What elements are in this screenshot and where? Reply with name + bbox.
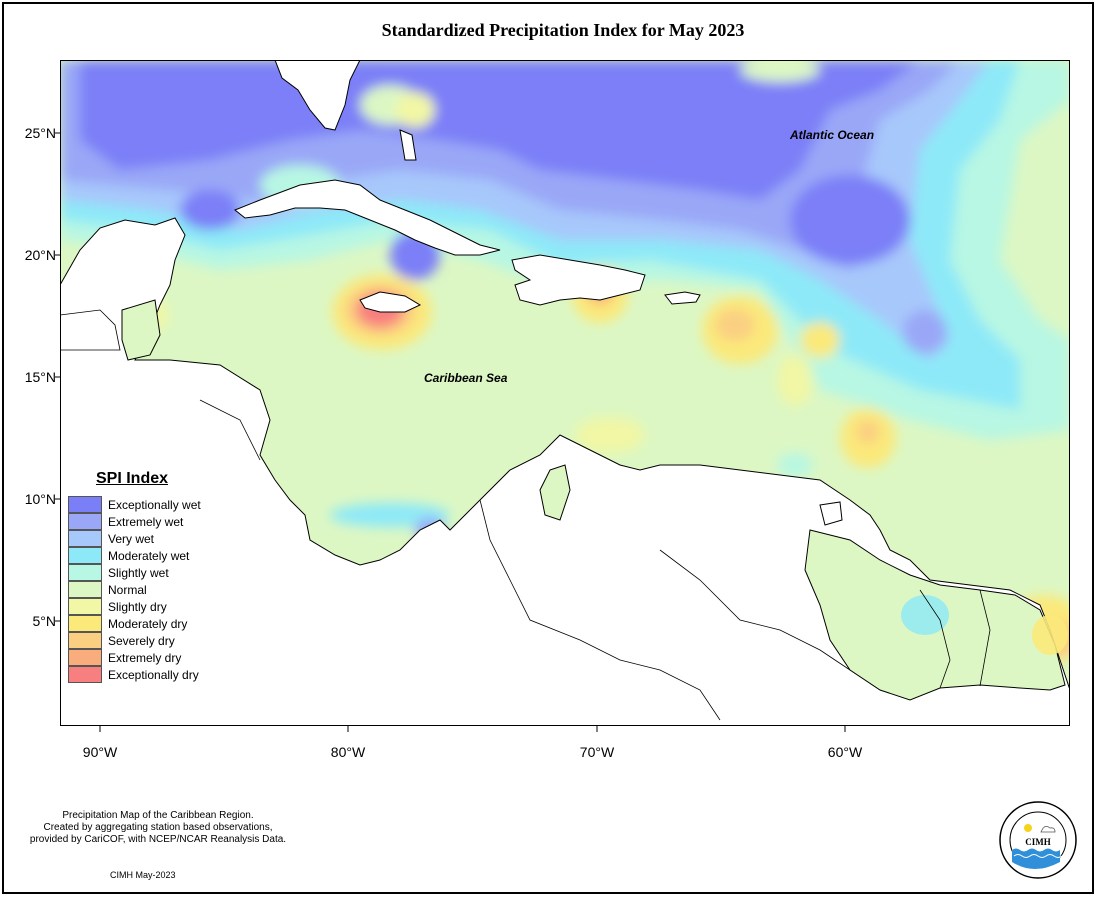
legend-swatch (68, 666, 102, 683)
legend-swatch (68, 513, 102, 530)
legend-swatch (68, 530, 102, 547)
legend-item: Extremely wet (68, 513, 201, 530)
legend-title: SPI Index (96, 470, 169, 487)
jamaica-land (359, 291, 422, 313)
legend-label: Very wet (108, 531, 155, 546)
legend-swatch (68, 581, 102, 598)
legend-item: Extremely dry (68, 649, 201, 666)
legend-item: Slightly dry (68, 598, 201, 615)
legend-item: Moderately dry (68, 615, 201, 632)
logo-text: CIMH (1025, 837, 1051, 847)
spi-legend: SPI Index Exceptionally wet Extremely wet… (68, 470, 201, 683)
legend-item: Normal (68, 581, 201, 598)
lon-label-90: 90°W (82, 744, 118, 760)
map-title: Standardized Precipitation Index for May… (381, 20, 745, 40)
legend-swatch (68, 598, 102, 615)
borders (60, 309, 991, 721)
cimh-logo: CIMH (998, 800, 1078, 880)
florida-land (274, 60, 361, 131)
legend-label: Slightly wet (108, 565, 169, 580)
legend-swatch (68, 564, 102, 581)
cimh-logo-icon: CIMH (999, 801, 1077, 879)
caribbean-sea-label: Caribbean Sea (424, 371, 508, 385)
credit-line-1: Precipitation Map of the Caribbean Regio… (62, 810, 254, 821)
legend-label: Exceptionally wet (108, 497, 201, 512)
spi-map (60, 60, 1070, 726)
water-icon (1012, 848, 1060, 869)
puerto-rico-land (664, 291, 701, 305)
legend-swatch (68, 649, 102, 666)
map-border (60, 60, 1070, 726)
lon-label-80: 80°W (330, 744, 366, 760)
spi-field (60, 60, 1070, 665)
legend-label: Extremely dry (108, 650, 182, 665)
legend-item: Very wet (68, 530, 201, 547)
cloud-icon (1040, 826, 1056, 833)
lat-label-25: 25°N (24, 125, 56, 141)
map-canvas (60, 60, 1070, 726)
legend-item: Moderately wet (68, 547, 201, 564)
legend-swatch (68, 496, 102, 513)
legend-label: Moderately wet (108, 548, 190, 563)
legend-item: Slightly wet (68, 564, 201, 581)
hispaniola-land (511, 254, 646, 306)
legend-item: Severely dry (68, 632, 201, 649)
credit-line-2: Created by aggregating station based obs… (43, 822, 273, 833)
legend-label: Moderately dry (108, 616, 188, 631)
credit-line-3: provided by CariCOF, with NCEP/NCAR Rean… (29, 834, 287, 845)
legend-items: Exceptionally wet Extremely wet Very wet Mo… (68, 496, 201, 683)
legend-item: Exceptionally dry (68, 666, 201, 683)
cuba-land (234, 179, 501, 256)
trinidad-land (819, 501, 843, 526)
lat-label-10: 10°N (24, 491, 56, 507)
legend-label: Normal (108, 582, 147, 597)
legend-label: Extremely wet (108, 514, 184, 529)
bahamas-land (399, 129, 417, 161)
atlantic-ocean-label: Atlantic Ocean (790, 128, 875, 142)
legend-swatch (68, 632, 102, 649)
lat-label-5: 5°N (32, 613, 57, 629)
legend-swatch (68, 547, 102, 564)
south-america-anomaly (121, 299, 1068, 701)
credit-date: CIMH May-2023 (110, 870, 176, 880)
legend-item: Exceptionally wet (68, 496, 201, 513)
lon-label-70: 70°W (579, 744, 615, 760)
legend-label: Slightly dry (108, 599, 167, 614)
legend-label: Severely dry (108, 633, 175, 648)
legend-swatch (68, 615, 102, 632)
lon-label-60: 60°W (827, 744, 863, 760)
sun-icon (1024, 824, 1032, 832)
lat-label-20: 20°N (24, 247, 56, 263)
credit-text: Precipitation Map of the Caribbean Regio… (8, 810, 308, 846)
lat-label-15: 15°N (24, 369, 56, 385)
legend-label: Exceptionally dry (108, 667, 199, 682)
